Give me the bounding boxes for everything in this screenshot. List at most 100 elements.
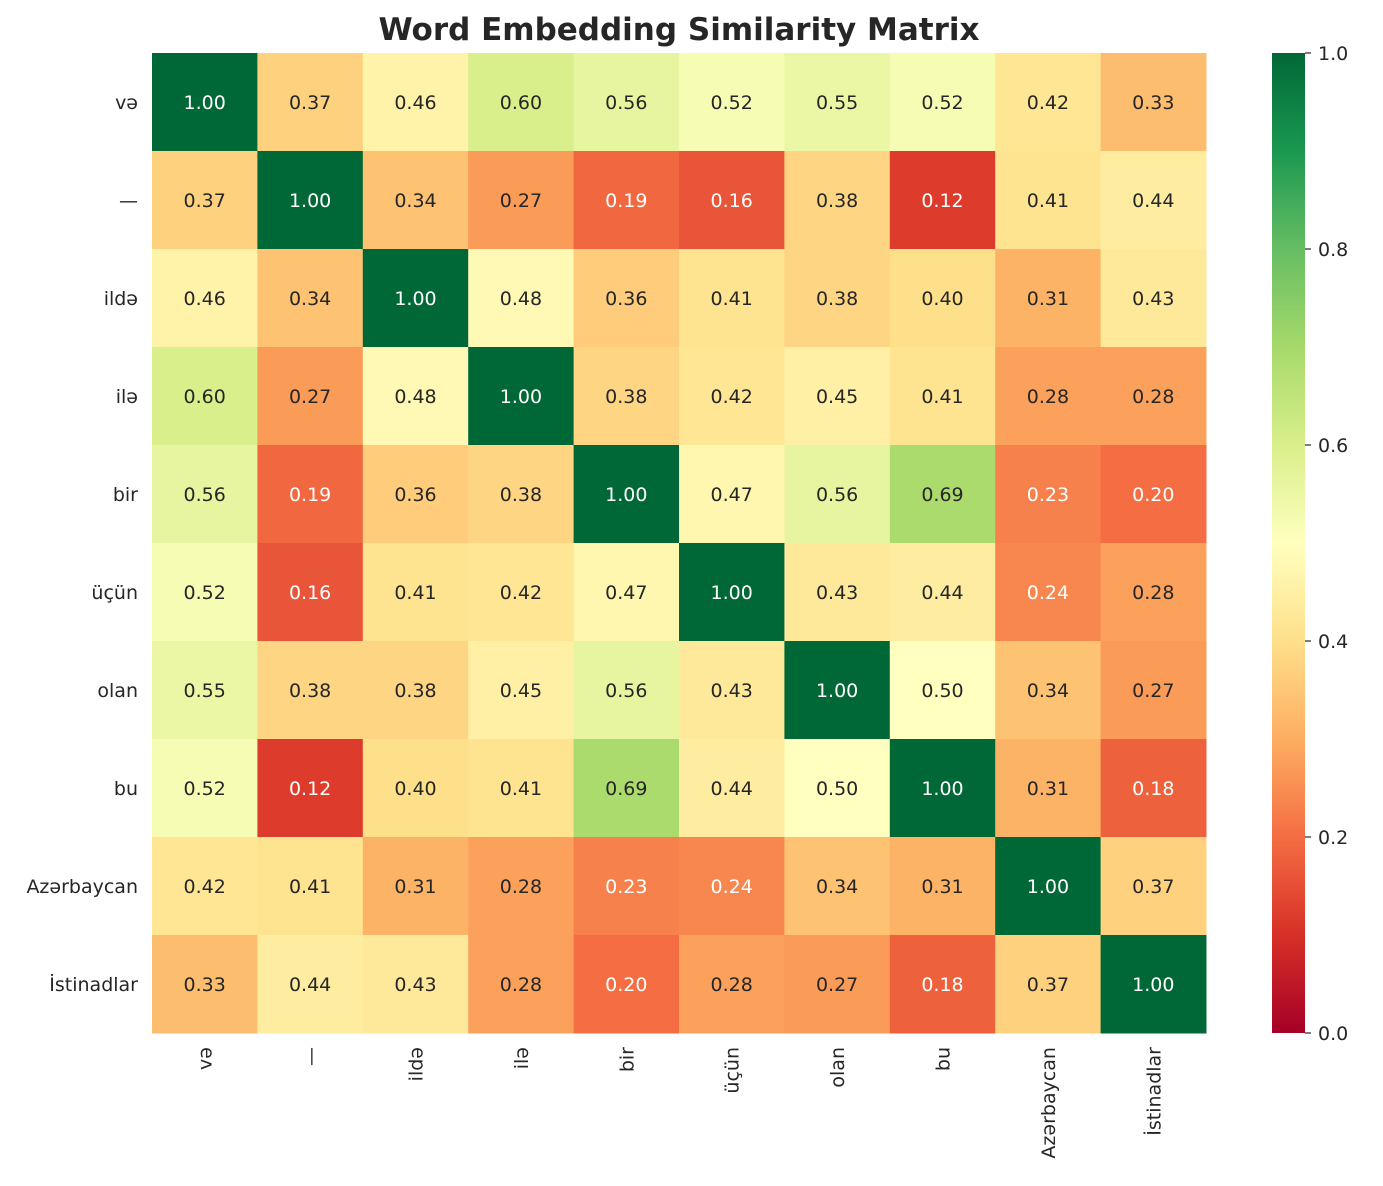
cell-value-label: 0.60 (500, 92, 542, 114)
cell-value-label: 0.40 (921, 288, 963, 310)
cell-value-label: 0.43 (394, 974, 436, 996)
cell-value-label: 0.38 (394, 680, 436, 702)
cell-value-label: 0.45 (500, 680, 542, 702)
heatmap-cell (995, 739, 1102, 838)
cell-value-label: 1.00 (711, 582, 753, 604)
cell-value-label: 0.47 (605, 582, 647, 604)
heatmap-cell (362, 935, 469, 1034)
cell-value-label: 0.56 (605, 680, 647, 702)
heatmap-cell (573, 249, 680, 348)
x-tick-labels: və — ildə ilə bir üçün olan bu Azərbaycan İstinad… (195, 1047, 1166, 1159)
cell-value-label: 0.12 (289, 778, 331, 800)
x-tick-label: bir (616, 1047, 638, 1072)
heatmap-cell (362, 249, 469, 348)
heatmap-cell (889, 935, 996, 1034)
heatmap-cell (362, 641, 469, 740)
heatmap-cell (679, 935, 785, 1034)
cell-value-label: 0.41 (394, 582, 436, 604)
cell-value-label: 0.41 (921, 386, 963, 408)
cell-value-label: 0.52 (921, 92, 963, 114)
cell-value-label: 0.19 (605, 190, 647, 212)
heatmap-cell (995, 445, 1102, 544)
cell-value-label: 0.31 (1027, 778, 1069, 800)
heatmap-cell (1100, 739, 1207, 838)
cell-value-label: 0.31 (921, 876, 963, 898)
x-tick-label: bu (933, 1047, 955, 1071)
cell-value-label: 0.20 (605, 974, 647, 996)
heatmap-cell (362, 445, 469, 544)
cell-value-label: 0.23 (1027, 484, 1069, 506)
cell-value-label: 0.12 (921, 190, 963, 212)
cell-value-label: 0.28 (500, 974, 542, 996)
heatmap-cell (152, 837, 258, 936)
heatmap-cell (995, 935, 1102, 1034)
heatmap-cell (362, 53, 469, 152)
cell-value-label: 0.48 (500, 288, 542, 310)
y-tick-label: Azərbaycan (26, 876, 138, 898)
cell-value-label: 0.52 (184, 582, 226, 604)
heatmap-cell (468, 347, 575, 446)
cell-value-label: 0.44 (289, 974, 331, 996)
cell-value-label: 0.55 (816, 92, 858, 114)
x-tick-label: və (195, 1047, 217, 1070)
cell-value-label: 0.38 (605, 386, 647, 408)
heatmap-cell (573, 53, 680, 152)
heatmap-cell (573, 445, 680, 544)
heatmap-cell (1100, 445, 1207, 544)
cell-value-label: 0.37 (289, 92, 331, 114)
cell-value-label: 0.38 (816, 288, 858, 310)
cell-value-label: 0.37 (184, 190, 226, 212)
cell-value-label: 0.16 (289, 582, 331, 604)
heatmap-cell (152, 151, 258, 250)
heatmap-cell (573, 151, 680, 250)
cell-value-label: 0.24 (1027, 582, 1069, 604)
cell-value-label: 0.38 (816, 190, 858, 212)
heatmap-cell (257, 249, 364, 348)
y-tick-labels: və — ildə ilə bir üçün olan bu Azərbaycan İstinad… (26, 92, 138, 996)
heatmap-cell (152, 543, 258, 642)
heatmap-cell (573, 347, 680, 446)
cell-value-label: 0.44 (921, 582, 963, 604)
cell-value-label: 0.38 (500, 484, 542, 506)
heatmap-cell (784, 445, 891, 544)
heatmap-cell (1100, 53, 1207, 152)
cell-value-label: 0.28 (500, 876, 542, 898)
heatmap-cell (152, 641, 258, 740)
cell-value-label: 1.00 (184, 92, 226, 114)
cell-value-label: 0.27 (816, 974, 858, 996)
heatmap-cell (152, 347, 258, 446)
cell-value-label: 1.00 (921, 778, 963, 800)
cell-value-label: 0.33 (184, 974, 226, 996)
cell-value-label: 0.45 (816, 386, 858, 408)
heatmap-cell (257, 151, 364, 250)
cell-value-label: 0.28 (1132, 386, 1174, 408)
heatmap-cell (468, 837, 575, 936)
heatmap-cell (362, 151, 469, 250)
heatmap-cell (468, 935, 575, 1034)
heatmap-cell (1100, 837, 1207, 936)
cell-value-label: 0.28 (1027, 386, 1069, 408)
y-tick-label: olan (97, 680, 138, 702)
cell-value-label: 0.69 (921, 484, 963, 506)
heatmap-cell (889, 445, 996, 544)
heatmap-cell (152, 935, 258, 1034)
cell-value-label: 0.34 (1027, 680, 1069, 702)
colorbar-tick-label: 0.4 (1318, 631, 1348, 653)
heatmap-cell (257, 445, 364, 544)
cell-value-label: 0.43 (711, 680, 753, 702)
heatmap-cell (889, 53, 996, 152)
heatmap-cell (257, 837, 364, 936)
y-tick-label: — (119, 190, 138, 212)
cell-value-label: 0.36 (394, 484, 436, 506)
cell-value-label: 0.56 (605, 92, 647, 114)
heatmap-cell (152, 53, 258, 152)
heatmap-cell (468, 151, 575, 250)
cell-value-label: 0.41 (500, 778, 542, 800)
heatmap-cell (995, 641, 1102, 740)
heatmap-cell (468, 249, 575, 348)
cell-value-label: 0.41 (289, 876, 331, 898)
cell-value-label: 0.42 (184, 876, 226, 898)
colorbar-tick-label: 0.8 (1318, 239, 1348, 261)
heatmap-cell (784, 151, 891, 250)
